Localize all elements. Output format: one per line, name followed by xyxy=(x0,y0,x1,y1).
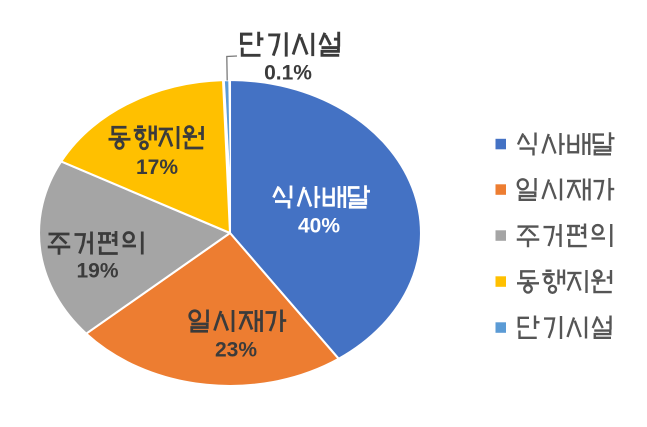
svg-text:19%: 19% xyxy=(76,260,118,283)
svg-text:0.1%: 0.1% xyxy=(264,62,312,85)
svg-text:17%: 17% xyxy=(136,156,178,179)
svg-text:23%: 23% xyxy=(215,339,257,362)
svg-text:40%: 40% xyxy=(298,215,340,238)
